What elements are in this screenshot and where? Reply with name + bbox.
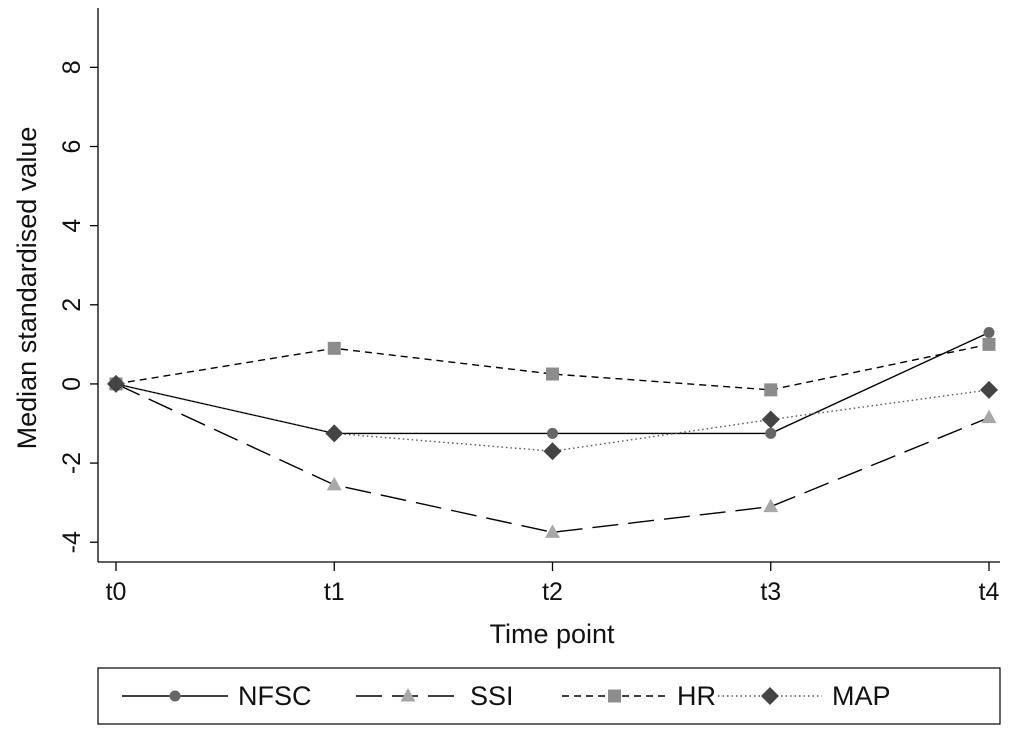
series-line-hr <box>115 343 990 391</box>
legend-label-map: MAP <box>832 681 891 711</box>
series-markers <box>107 326 998 538</box>
y-tick-label: 2 <box>58 298 86 312</box>
x-tick-label: t0 <box>106 578 127 606</box>
y-tick-label: 6 <box>58 140 86 154</box>
data-point-hr <box>982 337 996 351</box>
series-line-map <box>115 383 990 452</box>
data-point-map <box>325 424 344 443</box>
legend-marker-hr <box>608 689 621 703</box>
y-tick-label: 8 <box>58 60 86 74</box>
legend: NFSC SSI HR MAP <box>97 667 1001 725</box>
y-tick-label: 4 <box>58 219 86 233</box>
data-point-hr <box>327 341 341 355</box>
data-point-map <box>980 380 998 399</box>
data-point-ssi <box>763 498 779 513</box>
legend-box <box>97 667 1001 725</box>
x-tick-label: t3 <box>760 578 781 606</box>
data-point-nfsc <box>983 326 995 338</box>
x-tick-label: t2 <box>542 578 563 606</box>
legend-label-nfsc: NFSC <box>238 681 312 711</box>
series-line-ssi <box>115 383 990 534</box>
legend-label-hr: HR <box>677 681 716 711</box>
legend-marker-map <box>761 687 779 705</box>
data-point-nfsc <box>547 427 558 439</box>
data-point-map <box>543 442 562 461</box>
legend-label-ssi: SSI <box>470 681 514 711</box>
x-tick-label: t4 <box>979 578 1000 606</box>
legend-marker-nfsc <box>169 690 181 702</box>
data-point-map <box>107 374 125 393</box>
y-tick-label: -2 <box>58 452 86 474</box>
series-line-nfsc <box>115 331 990 435</box>
legend-marker-ssi <box>400 688 416 702</box>
data-point-ssi <box>326 476 342 491</box>
data-point-ssi <box>545 524 560 538</box>
y-tick-label: 0 <box>58 377 86 391</box>
x-axis-title: Time point <box>489 619 615 649</box>
data-point-hr <box>546 367 559 381</box>
data-point-hr <box>764 383 778 397</box>
x-ticks: t0 t1 t2 t3 t4 <box>106 562 1000 606</box>
y-ticks: -4 -2 0 2 4 6 8 <box>58 60 98 553</box>
axes <box>97 8 1000 563</box>
x-tick-label: t1 <box>324 578 345 606</box>
y-axis-title: Median standardised value <box>12 127 42 450</box>
legend-items: NFSC SSI HR MAP <box>122 681 891 711</box>
data-point-nfsc <box>765 427 777 439</box>
data-point-ssi <box>981 409 997 424</box>
y-tick-label: -4 <box>58 531 86 553</box>
data-point-map <box>761 410 780 429</box>
